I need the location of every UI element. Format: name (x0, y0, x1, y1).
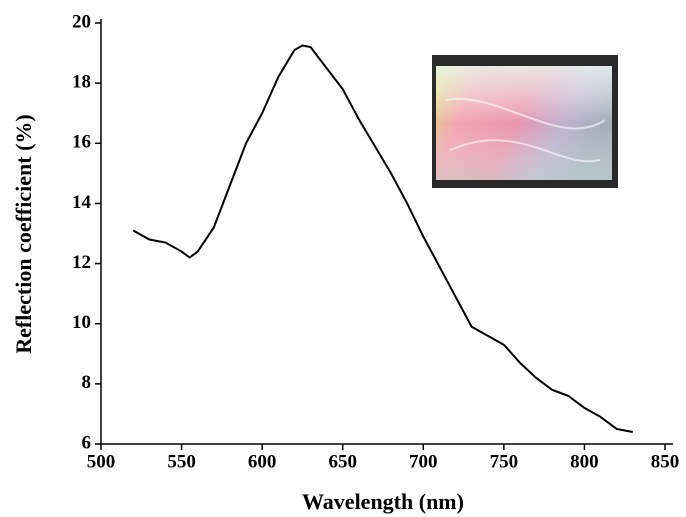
data-line (132, 44, 633, 433)
x-tick-label: 550 (167, 451, 196, 472)
y-tick-label: 12 (72, 252, 91, 273)
y-tick-label: 16 (72, 132, 91, 153)
x-tick-label: 500 (87, 451, 116, 472)
x-tick-label: 800 (570, 451, 599, 472)
y-axis-title: Reflection coefficient (%) (11, 114, 36, 353)
inset-photo (432, 55, 618, 188)
x-tick-label: 750 (490, 451, 519, 472)
x-tick-label: 850 (651, 451, 680, 472)
y-tick-label: 20 (72, 11, 91, 32)
x-tick-label: 600 (248, 451, 277, 472)
x-tick-label: 700 (409, 451, 438, 472)
y-tick-label: 10 (72, 312, 91, 333)
y-tick-label: 8 (82, 372, 92, 393)
x-tick-label: 650 (328, 451, 357, 472)
y-tick-label: 18 (72, 72, 91, 93)
y-tick-label: 14 (72, 192, 92, 213)
y-tick-label: 6 (82, 432, 92, 453)
x-axis-title: Wavelength (nm) (302, 489, 464, 514)
